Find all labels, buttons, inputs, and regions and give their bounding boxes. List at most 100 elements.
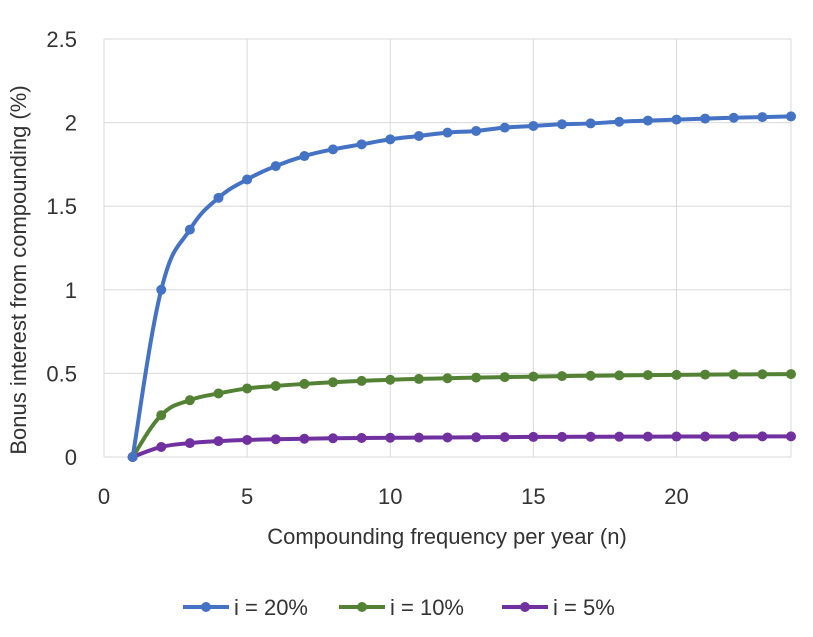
x-tick-label: 0 (98, 484, 110, 509)
data-point (270, 380, 281, 391)
legend-item: i = 10% (339, 595, 464, 620)
y-tick-label: 0 (65, 445, 77, 470)
data-point (614, 116, 625, 127)
data-point (442, 373, 453, 384)
legend-swatch-marker (357, 602, 367, 612)
series-line (130, 372, 793, 459)
data-point (728, 112, 739, 123)
data-point (671, 369, 682, 380)
data-point (156, 410, 167, 421)
data-point (585, 431, 596, 442)
data-point (270, 434, 281, 445)
legend-swatch-marker (201, 602, 211, 612)
data-point (413, 432, 424, 443)
y-tick-label: 1 (65, 278, 77, 303)
legend-item: i = 20% (183, 595, 308, 620)
data-point (786, 431, 796, 442)
data-point (585, 118, 596, 129)
data-point (242, 434, 253, 445)
data-point (557, 119, 567, 130)
data-point (471, 372, 482, 383)
y-tick-label: 1.5 (46, 194, 77, 219)
data-point (242, 383, 253, 394)
data-point (242, 174, 253, 185)
data-point (299, 433, 310, 444)
series-layer (127, 111, 796, 462)
y-tick-labels: 0 0.5 1 1.5 2 2.5 (46, 27, 77, 470)
data-point (471, 125, 482, 136)
data-point (299, 151, 310, 162)
data-point (557, 431, 567, 442)
data-point (614, 431, 625, 442)
y-tick-label: 0.5 (46, 361, 77, 386)
data-point (328, 433, 338, 444)
data-point (786, 369, 796, 380)
data-point (156, 441, 167, 452)
legend-label: i = 10% (390, 595, 464, 620)
grid (103, 38, 792, 458)
data-point (184, 224, 195, 235)
legend: i = 20% i = 10% i = 5% (183, 595, 615, 620)
data-point (442, 432, 453, 443)
data-point (356, 139, 367, 150)
data-point (642, 115, 653, 126)
data-point (184, 438, 195, 449)
data-point (356, 432, 367, 443)
data-point (528, 431, 539, 442)
x-axis-title: Compounding frequency per year (n) (267, 524, 627, 549)
data-point (156, 284, 167, 295)
data-point (700, 431, 711, 442)
series-1 (127, 111, 796, 462)
data-point (385, 432, 396, 443)
series-line (130, 434, 793, 459)
data-point (385, 134, 396, 145)
series-line (130, 114, 793, 459)
data-point (557, 371, 567, 382)
y-tick-label: 2.5 (46, 27, 77, 52)
data-point (385, 374, 396, 385)
data-point (328, 144, 338, 155)
x-tick-labels: 0 5 10 15 20 (98, 484, 689, 509)
data-point (127, 452, 138, 462)
x-tick-label: 5 (241, 484, 253, 509)
data-point (356, 375, 367, 386)
data-point (413, 130, 424, 141)
data-point (642, 431, 653, 442)
data-point (585, 370, 596, 381)
data-point (213, 192, 224, 203)
y-tick-label: 2 (65, 111, 77, 136)
x-tick-label: 10 (378, 484, 402, 509)
data-point (757, 431, 768, 442)
data-point (528, 371, 539, 382)
series-2 (127, 369, 796, 462)
data-point (499, 432, 510, 443)
data-point (213, 388, 224, 399)
data-point (757, 112, 768, 123)
data-point (499, 372, 510, 383)
data-point (270, 161, 281, 172)
y-axis-title: Bonus interest from compounding (%) (6, 85, 31, 454)
data-point (328, 377, 338, 388)
data-point (213, 436, 224, 447)
legend-swatch-marker (520, 602, 530, 612)
data-point (442, 127, 453, 138)
data-point (299, 378, 310, 389)
data-point (671, 114, 682, 125)
data-point (413, 373, 424, 384)
x-tick-label: 20 (664, 484, 688, 509)
legend-label: i = 20% (234, 595, 308, 620)
data-point (757, 369, 768, 380)
data-point (614, 370, 625, 381)
x-tick-label: 15 (521, 484, 545, 509)
data-point (700, 369, 711, 380)
data-point (671, 431, 682, 442)
data-point (642, 370, 653, 381)
data-point (700, 113, 711, 124)
legend-item: i = 5% (502, 595, 615, 620)
legend-label: i = 5% (553, 595, 615, 620)
data-point (728, 369, 739, 380)
data-point (499, 122, 510, 133)
data-point (786, 111, 796, 122)
data-point (471, 432, 482, 443)
